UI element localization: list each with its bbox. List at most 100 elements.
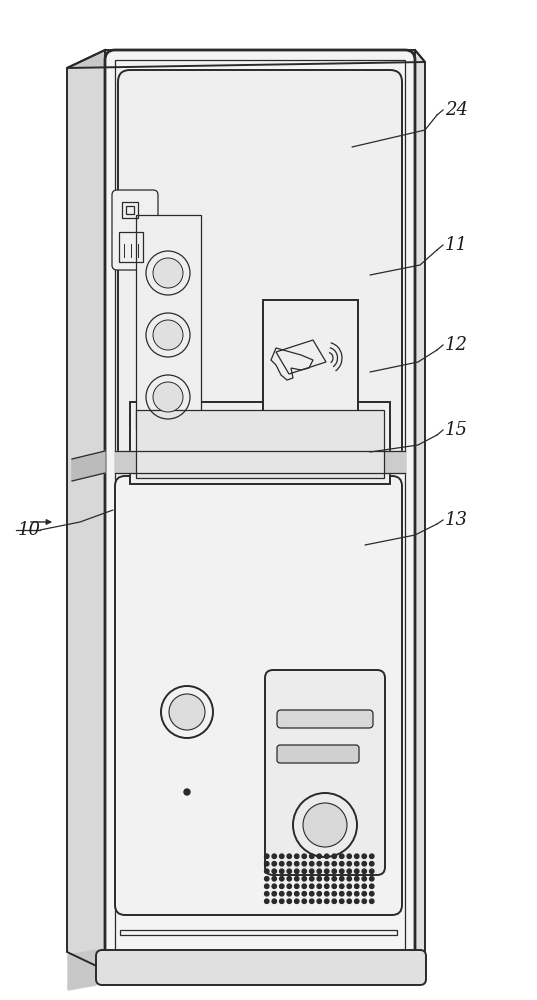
Circle shape	[369, 884, 374, 888]
Circle shape	[302, 869, 307, 873]
Text: 11: 11	[445, 236, 468, 254]
Circle shape	[295, 869, 299, 873]
Circle shape	[324, 854, 329, 858]
Circle shape	[317, 884, 322, 888]
Circle shape	[153, 258, 183, 288]
Circle shape	[280, 884, 284, 888]
Circle shape	[332, 869, 337, 873]
Circle shape	[332, 892, 337, 896]
Circle shape	[317, 899, 322, 903]
Polygon shape	[67, 50, 425, 68]
Circle shape	[317, 869, 322, 873]
Circle shape	[309, 884, 314, 888]
FancyBboxPatch shape	[277, 745, 359, 763]
Circle shape	[324, 877, 329, 881]
Circle shape	[153, 382, 183, 412]
Circle shape	[309, 862, 314, 866]
Circle shape	[354, 892, 359, 896]
FancyBboxPatch shape	[265, 670, 385, 875]
Circle shape	[280, 892, 284, 896]
Circle shape	[339, 892, 344, 896]
Circle shape	[369, 892, 374, 896]
Circle shape	[309, 854, 314, 858]
FancyBboxPatch shape	[115, 476, 402, 915]
Circle shape	[332, 862, 337, 866]
Circle shape	[324, 884, 329, 888]
Circle shape	[332, 884, 337, 888]
Bar	[130, 402, 390, 484]
Circle shape	[265, 884, 269, 888]
Circle shape	[362, 862, 366, 866]
Circle shape	[272, 877, 277, 881]
Circle shape	[287, 862, 292, 866]
Bar	[122, 202, 138, 218]
Circle shape	[324, 869, 329, 873]
Circle shape	[317, 862, 322, 866]
Circle shape	[272, 862, 277, 866]
FancyBboxPatch shape	[118, 70, 402, 470]
Circle shape	[339, 869, 344, 873]
Circle shape	[280, 899, 284, 903]
Circle shape	[362, 869, 366, 873]
Circle shape	[302, 892, 307, 896]
Circle shape	[324, 892, 329, 896]
Circle shape	[332, 877, 337, 881]
Circle shape	[362, 892, 366, 896]
Circle shape	[280, 869, 284, 873]
Circle shape	[153, 320, 183, 350]
Circle shape	[332, 854, 337, 858]
Circle shape	[295, 899, 299, 903]
Circle shape	[339, 899, 344, 903]
Circle shape	[287, 892, 292, 896]
Bar	[126, 206, 134, 214]
Circle shape	[309, 869, 314, 873]
Circle shape	[347, 892, 351, 896]
Circle shape	[265, 862, 269, 866]
Circle shape	[354, 869, 359, 873]
Circle shape	[302, 899, 307, 903]
Circle shape	[354, 862, 359, 866]
Circle shape	[265, 892, 269, 896]
Circle shape	[347, 884, 351, 888]
Circle shape	[317, 892, 322, 896]
Circle shape	[369, 877, 374, 881]
Circle shape	[287, 869, 292, 873]
Circle shape	[362, 877, 366, 881]
Bar	[263, 300, 358, 415]
Circle shape	[265, 854, 269, 858]
Circle shape	[347, 877, 351, 881]
Circle shape	[280, 854, 284, 858]
Text: 12: 12	[445, 336, 468, 354]
Circle shape	[362, 884, 366, 888]
Circle shape	[347, 899, 351, 903]
Circle shape	[362, 854, 366, 858]
Polygon shape	[67, 50, 105, 970]
Circle shape	[287, 884, 292, 888]
Circle shape	[265, 877, 269, 881]
Text: 13: 13	[445, 511, 468, 529]
Circle shape	[272, 899, 277, 903]
Circle shape	[369, 862, 374, 866]
Circle shape	[265, 869, 269, 873]
Circle shape	[309, 877, 314, 881]
Bar	[115, 60, 405, 960]
Circle shape	[354, 877, 359, 881]
Circle shape	[295, 877, 299, 881]
Circle shape	[295, 854, 299, 858]
Circle shape	[272, 892, 277, 896]
Circle shape	[295, 862, 299, 866]
Circle shape	[280, 862, 284, 866]
Circle shape	[339, 862, 344, 866]
Circle shape	[272, 884, 277, 888]
Circle shape	[169, 694, 205, 730]
Circle shape	[339, 884, 344, 888]
Circle shape	[339, 877, 344, 881]
Circle shape	[272, 869, 277, 873]
Circle shape	[347, 869, 351, 873]
Circle shape	[287, 899, 292, 903]
Circle shape	[324, 899, 329, 903]
Circle shape	[295, 884, 299, 888]
Text: 15: 15	[445, 421, 468, 439]
Circle shape	[354, 854, 359, 858]
Circle shape	[302, 862, 307, 866]
